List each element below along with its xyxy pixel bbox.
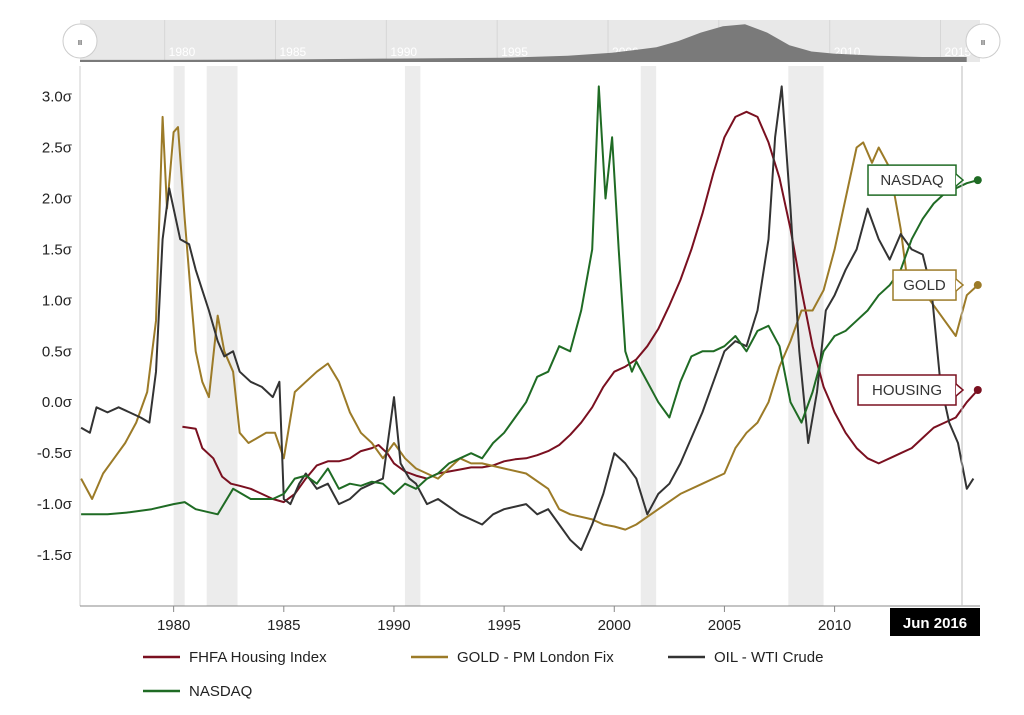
navigator-left-handle[interactable]: ⏸: [62, 23, 98, 59]
navigator-label: 2015: [945, 45, 972, 59]
recession-band: [788, 66, 824, 606]
y-tick-label: 2.0σ: [42, 190, 73, 207]
y-tick-label: 3.0σ: [42, 89, 73, 106]
legend-label: FHFA Housing Index: [189, 649, 327, 666]
series-flag-label: GOLD: [903, 277, 946, 294]
left-handle-circle[interactable]: [62, 23, 98, 59]
legend-label: OIL - WTI Crude: [714, 649, 823, 666]
legend-item[interactable]: OIL - WTI Crude: [668, 649, 823, 666]
legend-item[interactable]: GOLD - PM London Fix: [411, 649, 614, 666]
date-label-text: Jun 2016: [903, 615, 967, 632]
x-axis-ticks: 1980 1985 1990 1995 2000 2005 2010: [157, 606, 851, 634]
y-tick-label: -0.5σ: [37, 445, 73, 462]
series-end-marker: [973, 386, 982, 394]
series-line: [80, 115, 979, 531]
series-flag-box: [892, 269, 957, 301]
y-tick-label: 2.5σ: [42, 140, 73, 157]
legend-label: GOLD - PM London Fix: [457, 649, 614, 666]
y-tick-label: -1.5σ: [37, 547, 73, 564]
x-tick-label: 2005: [708, 617, 741, 634]
legend-label: NASDAQ: [189, 683, 252, 700]
series-end-marker: [973, 176, 982, 185]
x-tick-label: 2010: [818, 617, 851, 634]
navigator-label: 1985: [280, 45, 307, 59]
y-tick-label: 1.5σ: [42, 241, 73, 258]
series-flag-pointer: [955, 383, 965, 397]
navigator-right-handle[interactable]: ⏸: [965, 23, 1001, 59]
legend-item[interactable]: FHFA Housing Index: [143, 649, 327, 666]
recession-band: [173, 66, 185, 606]
y-axis-ticks: 3.0σ 2.5σ 2.0σ 1.5σ 1.0σ 0.5σ 0.0σ -0.5σ -1.0σ -1…: [37, 89, 73, 564]
series-flag-pointer: [955, 278, 965, 292]
series-line: [182, 110, 979, 504]
recession-bands: [173, 66, 824, 606]
x-tick-label: 1990: [377, 617, 410, 634]
navigator-label: 1990: [390, 45, 417, 59]
series-line: [80, 85, 975, 551]
y-tick-label: 0.5σ: [42, 343, 73, 360]
x-tick-label: 2000: [598, 617, 631, 634]
recession-band: [640, 66, 657, 606]
right-handle-grip-icon[interactable]: ⏸: [980, 35, 986, 49]
series-end-marker: [973, 281, 982, 290]
right-handle-circle[interactable]: [965, 23, 1001, 59]
x-tick-label: 1980: [157, 617, 190, 634]
legend-item[interactable]: NASDAQ: [143, 683, 252, 700]
date-label-bg: [890, 608, 980, 636]
navigator-label: 1980: [169, 45, 196, 59]
y-tick-label: -1.0σ: [37, 496, 73, 513]
x-tick-label: 1995: [487, 617, 520, 634]
recession-band: [404, 66, 421, 606]
navigator-area: [80, 24, 967, 62]
series-lines: [80, 85, 979, 551]
left-handle-grip-icon[interactable]: ⏸: [77, 35, 83, 49]
series-flags: HOUSING GOLD NASDAQ: [857, 164, 982, 406]
crosshair-date-label: Jun 2016: [890, 608, 980, 636]
legend[interactable]: FHFA Housing Index GOLD - PM London Fix OI…: [143, 649, 823, 700]
navigator-label: 1995: [501, 45, 528, 59]
series-flag-label: NASDAQ: [880, 172, 943, 189]
series-flag-box: [867, 164, 957, 196]
series-flag-label: HOUSING: [872, 382, 942, 399]
y-tick-label: 1.0σ: [42, 292, 73, 309]
navigator[interactable]: 19801985199019952000200520102015 ⏸ ⏸: [62, 20, 1001, 62]
series-flag-pointer: [955, 173, 965, 187]
series-line: [81, 85, 979, 516]
y-tick-label: 0.0σ: [42, 394, 73, 411]
x-tick-label: 1985: [267, 617, 300, 634]
